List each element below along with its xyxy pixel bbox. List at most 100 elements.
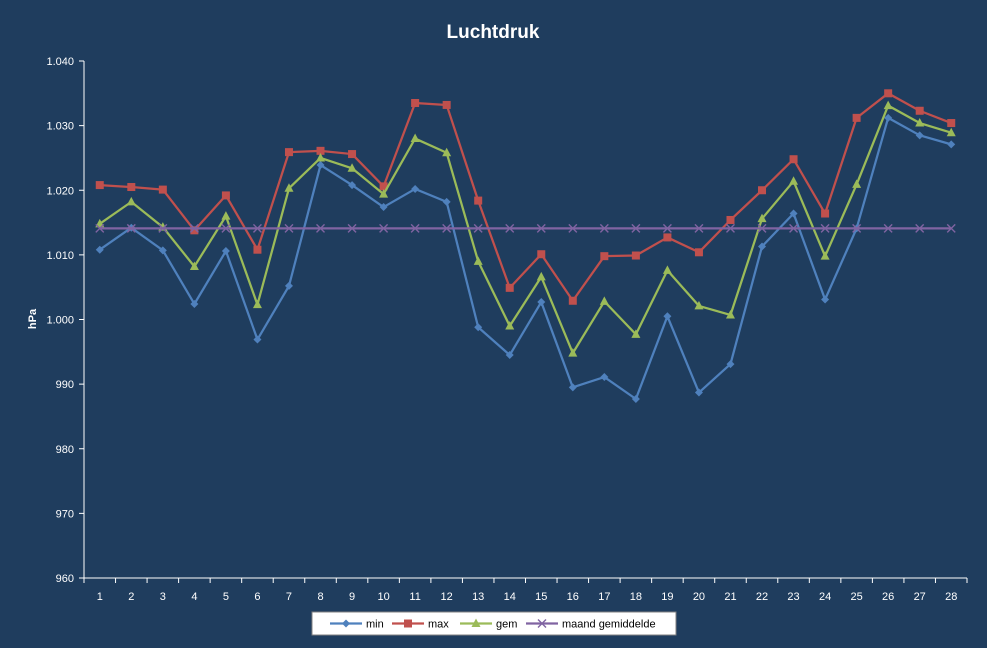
x-tick-label: 4 bbox=[191, 591, 197, 603]
legend-item-maand-gemiddelde: maand gemiddelde bbox=[526, 619, 656, 631]
data-point-min bbox=[726, 360, 735, 369]
data-point-min bbox=[379, 203, 388, 212]
data-point-gem bbox=[757, 213, 767, 223]
chart-title: Luchtdruk bbox=[447, 22, 540, 43]
x-marker-stroke bbox=[631, 223, 641, 233]
data-point-max bbox=[915, 106, 924, 115]
data-point-gem bbox=[252, 299, 262, 309]
x-tick-label: 7 bbox=[286, 591, 292, 603]
data-point-gem bbox=[126, 196, 136, 206]
x-tick-label: 17 bbox=[598, 591, 610, 603]
x-marker-stroke bbox=[946, 223, 956, 233]
data-point-gem bbox=[883, 100, 893, 110]
data-point-min bbox=[253, 335, 262, 344]
x-tick-label: 20 bbox=[693, 591, 705, 603]
data-point-maand-gemiddelde bbox=[568, 223, 578, 233]
data-point-maand-gemiddelde bbox=[757, 223, 767, 233]
data-point-min bbox=[316, 161, 325, 170]
data-point-min bbox=[884, 113, 893, 122]
data-point-maand-gemiddelde bbox=[662, 223, 672, 233]
data-point-maand-gemiddelde bbox=[820, 223, 830, 233]
x-tick-label: 6 bbox=[254, 591, 260, 603]
data-point-gem bbox=[189, 261, 199, 271]
x-marker-stroke bbox=[126, 223, 136, 233]
data-point-maand-gemiddelde bbox=[442, 223, 452, 233]
series-min bbox=[95, 113, 956, 403]
data-point-max bbox=[190, 226, 199, 235]
data-point-gem bbox=[915, 118, 925, 127]
x-tick-label: 23 bbox=[787, 591, 799, 603]
data-point-max bbox=[474, 196, 483, 205]
data-point-max bbox=[726, 215, 735, 224]
x-tick-label: 24 bbox=[819, 591, 831, 603]
data-point-max bbox=[758, 186, 767, 195]
data-point-maand-gemiddelde bbox=[536, 223, 546, 233]
data-point-gem bbox=[347, 163, 357, 172]
x-marker-stroke bbox=[599, 223, 609, 233]
data-point-gem bbox=[694, 300, 704, 310]
x-marker-stroke bbox=[95, 223, 105, 233]
data-point-gem bbox=[473, 256, 483, 265]
data-point-min bbox=[284, 281, 293, 290]
data-point-min bbox=[789, 209, 798, 218]
x-tick-label: 27 bbox=[914, 591, 926, 603]
data-point-max bbox=[411, 99, 420, 108]
data-point-max bbox=[821, 209, 830, 218]
x-marker-stroke bbox=[915, 223, 925, 233]
data-point-gem bbox=[820, 251, 830, 260]
data-point-gem bbox=[221, 211, 231, 220]
data-point-maand-gemiddelde bbox=[915, 223, 925, 233]
data-point-gem bbox=[442, 147, 452, 157]
y-tick-label: 1.020 bbox=[46, 185, 74, 197]
data-point-min bbox=[505, 351, 514, 360]
x-marker-stroke bbox=[537, 619, 547, 628]
data-point-max bbox=[663, 233, 672, 242]
data-point-max bbox=[442, 100, 451, 109]
data-point-maand-gemiddelde bbox=[631, 223, 641, 233]
data-point-max bbox=[947, 119, 956, 128]
data-point-maand-gemiddelde bbox=[599, 223, 609, 233]
legend-label: maand gemiddelde bbox=[562, 619, 656, 631]
data-point-gem bbox=[725, 309, 735, 319]
y-tick-label: 1.010 bbox=[46, 250, 74, 262]
series-line-min bbox=[99, 116, 952, 401]
data-point-min bbox=[348, 181, 357, 190]
data-point-maand-gemiddelde bbox=[725, 223, 735, 233]
data-point-max bbox=[127, 183, 136, 192]
data-point-maand-gemiddelde bbox=[316, 223, 326, 233]
data-point-max bbox=[158, 185, 167, 194]
data-point-gem bbox=[284, 183, 294, 192]
data-point-max bbox=[505, 283, 514, 292]
x-marker-stroke bbox=[757, 223, 767, 233]
x-tick-label: 15 bbox=[535, 591, 547, 603]
x-marker-stroke bbox=[158, 223, 168, 233]
x-marker-stroke bbox=[316, 223, 326, 233]
x-tick-label: 13 bbox=[472, 591, 484, 603]
data-point-maand-gemiddelde bbox=[694, 223, 704, 233]
series-line-gem bbox=[99, 104, 952, 355]
data-point-gem bbox=[536, 271, 546, 281]
legend-label: min bbox=[366, 619, 384, 631]
x-marker-stroke bbox=[568, 223, 578, 233]
legend-item-gem: gem bbox=[460, 618, 517, 631]
x-tick-label: 19 bbox=[661, 591, 673, 603]
x-marker-stroke bbox=[410, 223, 420, 233]
legend-swatch-marker bbox=[342, 619, 350, 628]
y-tick-label: 970 bbox=[56, 508, 74, 520]
data-point-min bbox=[821, 295, 830, 304]
data-point-max bbox=[379, 182, 388, 191]
data-point-max bbox=[631, 251, 640, 260]
data-point-max bbox=[253, 245, 262, 254]
x-marker-stroke bbox=[284, 223, 294, 233]
data-point-min bbox=[158, 246, 167, 255]
x-marker-stroke bbox=[725, 223, 735, 233]
data-point-maand-gemiddelde bbox=[95, 223, 105, 233]
x-marker-stroke bbox=[694, 223, 704, 233]
data-point-maand-gemiddelde bbox=[158, 223, 168, 233]
x-marker-stroke bbox=[252, 223, 262, 233]
data-point-min bbox=[758, 242, 767, 251]
legend-item-min: min bbox=[330, 619, 384, 631]
legend-label: max bbox=[428, 619, 449, 631]
x-tick-label: 26 bbox=[882, 591, 894, 603]
